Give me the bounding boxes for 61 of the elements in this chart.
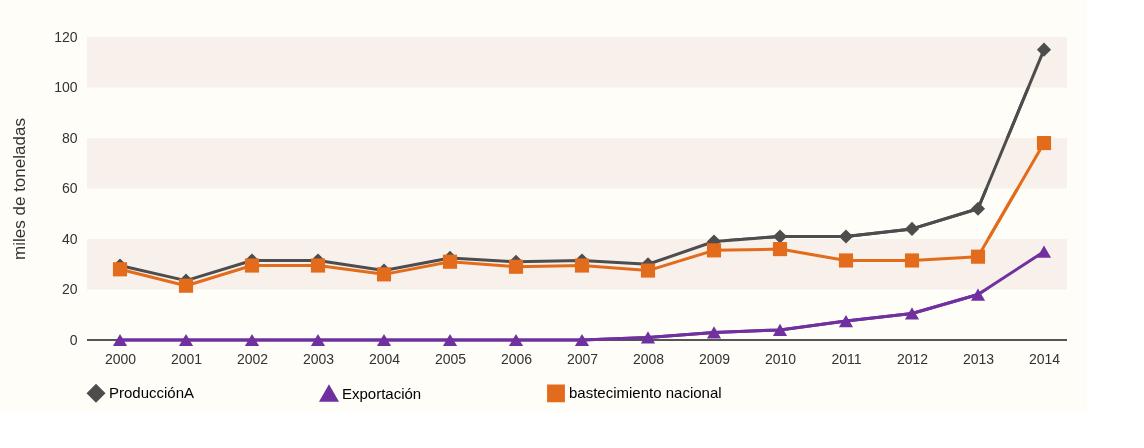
y-axis-title: miles de toneladas	[10, 118, 30, 260]
x-tick-label: 2008	[632, 350, 665, 367]
point	[310, 258, 326, 273]
point	[442, 254, 458, 269]
point	[1036, 245, 1052, 258]
point	[112, 333, 128, 347]
legend-label: Exportación	[342, 384, 422, 402]
x-tick-label: 2005	[434, 350, 467, 367]
y-tick-label: 120	[54, 28, 78, 45]
y-tick-label: 40	[61, 230, 78, 247]
y-tick-label: 0	[69, 331, 78, 348]
x-tick-label: 2014	[1028, 350, 1061, 367]
point	[244, 333, 260, 347]
point	[574, 333, 590, 347]
x-tick-label: 2010	[764, 350, 797, 367]
point	[640, 263, 656, 278]
point	[706, 243, 722, 258]
point	[904, 307, 920, 320]
point	[838, 229, 854, 244]
point	[1036, 135, 1052, 151]
point	[970, 288, 986, 301]
legend-label: bastecimiento nacional	[569, 384, 722, 402]
point	[970, 249, 986, 264]
point	[904, 253, 920, 268]
x-tick-label: 2007	[566, 350, 599, 367]
point	[178, 333, 194, 347]
point	[376, 333, 392, 347]
point	[508, 333, 524, 347]
x-tick-label: 2003	[302, 350, 335, 367]
x-tick-label: 2009	[698, 350, 731, 367]
point	[244, 258, 260, 273]
y-tick-label: 100	[54, 79, 78, 95]
point	[178, 278, 194, 293]
point	[772, 242, 788, 257]
point	[772, 323, 788, 337]
point	[1036, 42, 1052, 57]
x-tick-label: 2004	[368, 350, 401, 367]
x-tick-label: 2013	[962, 350, 995, 367]
y-tick-label: 60	[61, 180, 78, 196]
x-tick-label: 2001	[170, 350, 203, 367]
x-tick-label: 2002	[236, 350, 269, 367]
legend-label: ProducciónA	[109, 384, 195, 402]
point	[112, 262, 128, 277]
x-tick-label: 2006	[500, 350, 533, 367]
point	[574, 258, 590, 273]
point	[310, 333, 326, 347]
point	[442, 333, 458, 347]
point	[706, 326, 722, 339]
point	[772, 229, 788, 244]
x-tick-label: 2012	[896, 350, 929, 367]
point	[838, 314, 854, 328]
point	[838, 253, 854, 268]
point	[970, 201, 986, 216]
y-tick-label: 20	[61, 281, 78, 297]
point	[376, 267, 392, 282]
x-tick-label: 2011	[831, 350, 862, 367]
x-tick-label: 2000	[104, 350, 137, 367]
point	[640, 331, 656, 344]
point	[508, 259, 524, 274]
point	[904, 221, 920, 236]
y-tick-label: 80	[61, 129, 78, 146]
